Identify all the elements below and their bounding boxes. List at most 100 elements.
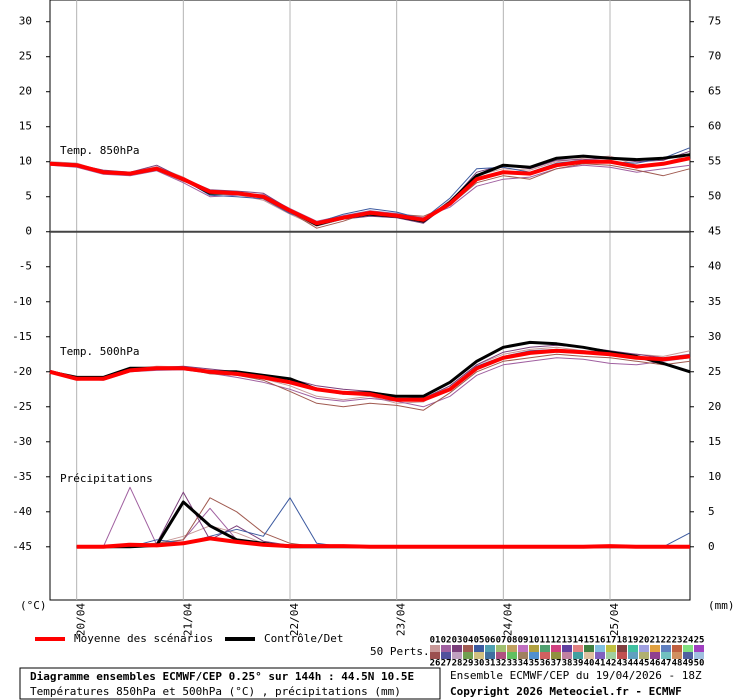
member-label: 05 xyxy=(474,636,485,646)
y-tick-label: 20 xyxy=(19,85,32,98)
y-tick-label: -5 xyxy=(19,260,32,273)
y2-tick-label: 35 xyxy=(708,295,721,308)
member-swatch xyxy=(694,645,704,652)
member-label: 46 xyxy=(650,659,661,669)
member-swatch xyxy=(441,652,451,659)
member-label: 38 xyxy=(562,659,573,669)
y-tick-label: 5 xyxy=(25,190,32,203)
member-label: 16 xyxy=(595,636,606,646)
y-tick-label: 10 xyxy=(19,155,32,168)
member-label: 22 xyxy=(661,636,672,646)
member-label: 29 xyxy=(463,659,474,669)
y2-tick-label: 40 xyxy=(708,260,721,273)
member-swatch xyxy=(628,645,638,652)
member-label: 36 xyxy=(540,659,551,669)
chart-title: Diagramme ensembles ECMWF/CEP 0.25° sur … xyxy=(30,670,414,683)
member-swatch xyxy=(496,645,506,652)
member-swatch xyxy=(496,652,506,659)
member-swatch xyxy=(584,652,594,659)
y2-tick-label: 65 xyxy=(708,85,721,98)
member-swatch xyxy=(540,645,550,652)
member-swatch xyxy=(650,645,660,652)
member-swatch xyxy=(672,652,682,659)
y2-tick-label: 75 xyxy=(708,15,721,28)
member-swatch xyxy=(430,652,440,659)
member-swatch xyxy=(606,645,616,652)
y-tick-label: -25 xyxy=(12,400,32,413)
y2-tick-label: 10 xyxy=(708,470,721,483)
y-tick-label: -30 xyxy=(12,435,32,448)
member-swatch xyxy=(529,652,539,659)
member-label: 25 xyxy=(694,636,705,646)
member-label: 14 xyxy=(573,636,584,646)
member-label: 04 xyxy=(463,636,474,646)
member-swatch xyxy=(617,652,627,659)
member-swatch xyxy=(463,652,473,659)
member-label: 20 xyxy=(639,636,650,646)
member-swatch xyxy=(639,645,649,652)
member-label: 32 xyxy=(496,659,507,669)
y-tick-label: -15 xyxy=(12,330,32,343)
y2-tick-label: 15 xyxy=(708,435,721,448)
member-label: 30 xyxy=(474,659,485,669)
perturbation-line xyxy=(49,150,691,226)
member-label: 35 xyxy=(529,659,540,669)
member-swatch xyxy=(584,645,594,652)
member-label: 12 xyxy=(551,636,562,646)
member-swatch xyxy=(661,645,671,652)
member-swatch xyxy=(683,652,693,659)
member-label: 48 xyxy=(672,659,683,669)
y-tick-label: -45 xyxy=(12,540,32,553)
source: Ensemble ECMWF/CEP du 19/04/2026 - 18Z xyxy=(450,669,702,682)
members-label: 50 Perts. xyxy=(370,645,430,658)
member-label: 17 xyxy=(606,636,617,646)
member-swatch xyxy=(463,645,473,652)
member-label: 02 xyxy=(441,636,452,646)
mean-line xyxy=(76,536,690,549)
y2-unit-label: (mm) xyxy=(708,599,735,612)
member-label: 10 xyxy=(529,636,540,646)
member-label: 06 xyxy=(485,636,496,646)
member-label: 42 xyxy=(606,659,617,669)
member-label: 33 xyxy=(507,659,518,669)
member-swatch xyxy=(518,645,528,652)
member-label: 11 xyxy=(540,636,551,646)
member-swatch xyxy=(562,645,572,652)
member-label: 45 xyxy=(639,659,650,669)
copyright: Copyright 2026 Meteociel.fr - ECMWF xyxy=(450,685,682,698)
member-label: 07 xyxy=(496,636,507,646)
member-label: 08 xyxy=(507,636,518,646)
member-label: 21 xyxy=(650,636,661,646)
member-swatch xyxy=(562,652,572,659)
x-tick-label: 24/04 xyxy=(501,603,514,636)
member-swatch xyxy=(595,652,605,659)
member-label: 27 xyxy=(441,659,452,669)
mean-line xyxy=(49,156,691,226)
y2-tick-label: 0 xyxy=(708,540,715,553)
y2-tick-label: 60 xyxy=(708,120,721,133)
member-label: 44 xyxy=(628,659,639,669)
member-label: 37 xyxy=(551,659,562,669)
member-swatch xyxy=(628,652,638,659)
x-tick-label: 25/04 xyxy=(608,603,621,636)
member-swatch xyxy=(507,652,517,659)
member-swatch xyxy=(650,652,660,659)
member-label: 24 xyxy=(683,636,694,646)
y2-tick-label: 20 xyxy=(708,400,721,413)
member-label: 28 xyxy=(452,659,463,669)
member-swatch xyxy=(694,652,704,659)
member-label: 47 xyxy=(661,659,672,669)
member-swatch xyxy=(573,645,583,652)
member-swatch xyxy=(595,645,605,652)
y2-tick-label: 70 xyxy=(708,50,721,63)
member-label: 26 xyxy=(430,659,441,669)
x-tick-label: 23/04 xyxy=(395,603,408,636)
member-swatch xyxy=(617,645,627,652)
member-label: 01 xyxy=(430,636,441,646)
member-label: 39 xyxy=(573,659,584,669)
y-tick-label: -20 xyxy=(12,365,32,378)
member-swatch xyxy=(452,645,462,652)
y-tick-label: 15 xyxy=(19,120,32,133)
